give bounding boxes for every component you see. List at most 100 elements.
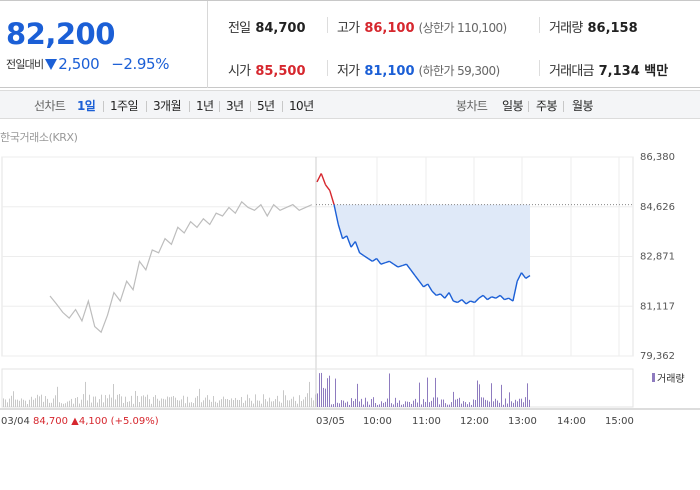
price-line-segment — [453, 300, 458, 304]
prev-volume-bar — [91, 402, 92, 407]
prev-volume-bar — [23, 399, 24, 407]
prev-volume-bar — [105, 395, 106, 407]
tab-1year[interactable]: 1년 — [196, 99, 214, 113]
prev-volume-bar — [201, 402, 202, 407]
x-tick-label: 11:00 — [412, 416, 441, 425]
today-volume-bar — [517, 401, 518, 407]
prev-volume-bar — [125, 396, 126, 407]
prev-volume-bar — [9, 398, 10, 407]
prev-volume-bar — [73, 403, 74, 407]
today-volume-bar — [415, 398, 416, 407]
today-volume-bar — [361, 398, 362, 407]
low-label: 저가 — [337, 64, 360, 79]
tab-divider — [250, 101, 251, 112]
prev-volume-bar — [217, 402, 218, 407]
prev-volume-bar — [69, 400, 70, 407]
open-label: 시가 — [228, 64, 251, 79]
prev-volume-bar — [71, 398, 72, 407]
today-volume-bar — [325, 388, 326, 407]
price-line-segment — [436, 293, 441, 297]
price-line-segment — [512, 281, 518, 302]
tab-5year[interactable]: 5년 — [257, 99, 275, 113]
tab-10year[interactable]: 10년 — [289, 99, 314, 113]
today-volume-bar — [457, 398, 458, 407]
prev-volume-bar — [127, 401, 128, 407]
today-volume-bar — [323, 387, 324, 407]
price-line-segment — [495, 294, 501, 299]
today-volume-bar — [437, 397, 438, 407]
price-line-segment — [324, 184, 331, 191]
tab-1week[interactable]: 1주일 — [110, 99, 139, 113]
prev-volume-bar — [27, 403, 28, 407]
prev-volume-bar — [211, 401, 212, 407]
prev-close-value: 84,700 ▲4,100 (+5.09%) — [33, 416, 159, 425]
today-volume-bar — [459, 397, 460, 407]
prev-volume-bar — [95, 396, 96, 407]
prev-volume-bar — [223, 396, 224, 407]
chart-period-tabs: 선차트 1일 1주일 3개월 1년 3년 5년 10년 봉차트 일봉 주봉 월봉 — [0, 90, 700, 119]
divider — [327, 60, 328, 76]
today-volume-bar — [367, 401, 368, 407]
price-line-segment — [401, 263, 407, 267]
prev-volume-bar — [237, 399, 238, 407]
tab-weekly-candle[interactable]: 주봉 — [536, 99, 557, 113]
y-tick-label: 79,362 — [640, 351, 675, 362]
change-value: 2,500 — [58, 55, 100, 73]
prev-volume-bar — [65, 403, 66, 407]
tab-daily-candle[interactable]: 일봉 — [502, 99, 523, 113]
price-line-segment — [414, 275, 420, 282]
divider — [539, 17, 540, 33]
today-volume-bar — [321, 372, 322, 407]
prev-volume-bar — [89, 394, 90, 407]
prev-volume-bar — [103, 402, 104, 407]
tab-monthly-candle[interactable]: 월봉 — [572, 99, 593, 113]
prev-volume-bar — [301, 400, 302, 407]
prev-volume-bar — [111, 397, 112, 407]
price-line-segment — [389, 260, 395, 265]
tab-1day[interactable]: 1일 — [77, 99, 96, 113]
today-volume-bar — [329, 375, 330, 407]
prev-volume-bar — [299, 395, 300, 407]
prev-volume-bar — [3, 398, 4, 407]
prev-volume-bar — [243, 402, 244, 407]
today-volume-bar — [403, 404, 404, 407]
price-line-segment — [508, 297, 514, 302]
price-line-segment — [499, 294, 505, 301]
high-label: 고가 — [337, 21, 360, 36]
price-line-segment — [367, 257, 373, 262]
today-volume-bar — [513, 402, 514, 407]
y-tick-label: 86,380 — [640, 152, 675, 163]
prev-volume-bar — [109, 394, 110, 407]
prev-volume-bar — [267, 401, 268, 407]
prev-volume-bar — [123, 402, 124, 407]
current-price-panel: 82,200 전일대비 2,500 −2.95% — [0, 1, 208, 88]
prev-volume-bar — [187, 396, 188, 407]
prev-volume-bar — [229, 400, 230, 407]
today-volume-bar — [383, 402, 384, 407]
tab-3month[interactable]: 3개월 — [153, 99, 182, 113]
down-arrow-icon — [45, 58, 58, 70]
today-volume-bar — [453, 391, 454, 407]
price-line-segment — [448, 292, 454, 302]
today-volume-bar — [331, 404, 332, 407]
price-line-segment — [359, 252, 365, 257]
tab-divider — [189, 101, 190, 112]
today-volume-bar — [425, 401, 426, 407]
prev-volume-bar — [289, 400, 290, 407]
prev-date-label: 03/04 — [1, 416, 30, 425]
prev-volume-bar — [15, 399, 16, 407]
intraday-price-chart[interactable]: 86,380 84,626 82,871 81,117 79,362 03/04 84,7… — [0, 140, 700, 425]
price-line-segment — [405, 263, 412, 271]
prev-volume-bar — [83, 394, 84, 407]
today-volume-bar — [483, 397, 484, 407]
today-volume-bar — [343, 400, 344, 407]
x-tick-label: 15:00 — [605, 416, 634, 425]
prev-volume-bar — [93, 396, 94, 407]
today-volume-bar — [523, 402, 524, 407]
today-series — [316, 173, 633, 305]
today-volume-bar — [455, 399, 456, 407]
today-volume-bar — [387, 398, 388, 407]
prev-volume-bar — [165, 399, 166, 407]
prev-volume-bar — [309, 381, 310, 407]
tab-3year[interactable]: 3년 — [226, 99, 244, 113]
